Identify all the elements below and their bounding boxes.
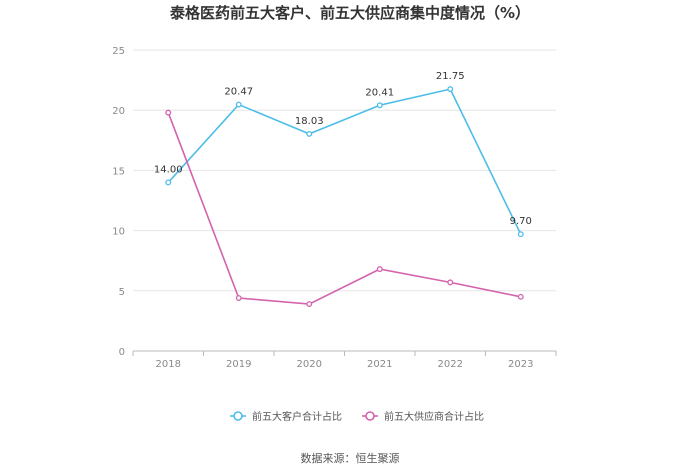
data-labels: 14.00 20.47 18.03 20.41 21.75 9.70 (154, 71, 532, 227)
data-label: 20.41 (365, 87, 394, 98)
source-note: 数据来源：恒生聚源 (301, 451, 400, 465)
series-line-1 (167, 88, 522, 235)
y-tick-label: 10 (112, 227, 125, 238)
data-point-series-2 (517, 293, 524, 300)
data-point-series-1 (235, 101, 242, 108)
y-tick-label: 15 (112, 166, 125, 177)
x-tick-label: 2020 (297, 359, 322, 370)
data-label: 14.00 (154, 164, 183, 175)
data-point-series-2 (235, 295, 242, 301)
data-label: 9.70 (510, 216, 532, 227)
chart-title: 泰格医药前五大客户、前五大供应商集中度情况（%） (169, 4, 530, 22)
data-point-series-1 (376, 102, 383, 109)
x-tick-label: 2022 (438, 359, 463, 370)
x-tick-label: 2021 (367, 359, 392, 370)
y-tick-label: 25 (112, 46, 125, 57)
data-label: 20.47 (224, 87, 253, 98)
data-point-series-1 (165, 179, 172, 186)
series-line-2 (167, 112, 521, 305)
legend-label: 前五大客户合计占比 (252, 410, 342, 423)
data-point-series-2 (376, 266, 383, 273)
y-tick-label: 5 (119, 287, 125, 298)
series-area (165, 86, 524, 307)
y-tick-label: 20 (112, 106, 125, 117)
data-label: 21.75 (436, 71, 465, 82)
data-point-series-1 (517, 231, 524, 238)
x-tick-label: 2023 (508, 359, 533, 370)
x-tick-label: 2018 (156, 359, 181, 370)
data-label: 18.03 (295, 116, 324, 127)
grid (133, 49, 556, 292)
data-point-series-1 (306, 130, 313, 137)
data-point-series-2 (306, 301, 313, 307)
legend-marker (233, 411, 243, 421)
data-point-series-1 (447, 86, 454, 93)
axes: 0 5 10 15 20 25 2018 2019 2020 2021 2022 2023 (112, 46, 557, 370)
y-tick-label: 0 (119, 347, 125, 358)
x-tick-label: 2019 (226, 359, 251, 370)
legend: 前五大客户合计占比 前五大供应商合计占比 (230, 410, 484, 423)
data-point-series-2 (447, 279, 454, 286)
legend-label: 前五大供应商合计占比 (384, 410, 484, 423)
data-point-series-2 (165, 109, 172, 116)
legend-marker (365, 411, 375, 421)
